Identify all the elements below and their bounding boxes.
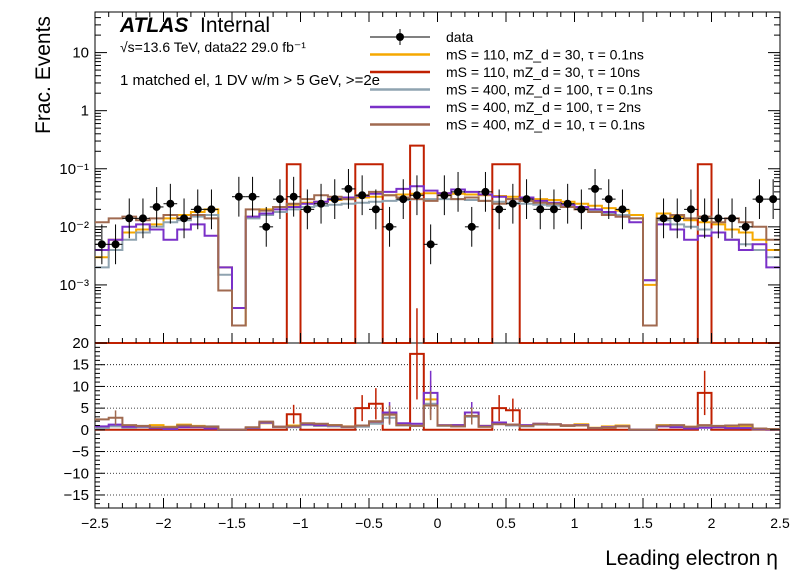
data-point	[426, 240, 435, 249]
y-tick-label-top: 10⁻²	[59, 219, 89, 236]
legend-label: mS = 400, mZ_d = 100, τ = 0.1ns	[446, 82, 653, 98]
data-point	[755, 195, 764, 204]
data-point	[234, 192, 243, 201]
data-point	[111, 240, 120, 249]
data-point	[728, 214, 737, 223]
data-point	[330, 195, 339, 204]
x-tick-label: −1.5	[218, 515, 246, 531]
data-point	[659, 214, 668, 223]
top-series-group	[95, 144, 780, 344]
legend-label: mS = 110, mZ_d = 30, τ = 0.1ns	[446, 47, 644, 63]
data-point	[508, 199, 517, 208]
data-point	[193, 205, 202, 214]
y-tick-label-top: 1	[81, 103, 89, 120]
x-tick-label: 2.5	[770, 515, 790, 531]
data-point	[125, 214, 134, 223]
y-ticks-ratio: 20 15 10 5 0 −5 −10 −15	[64, 335, 780, 509]
data-point	[591, 184, 600, 193]
data-point	[577, 205, 586, 214]
data-point	[289, 192, 298, 201]
x-tick-label: −1	[293, 515, 309, 531]
data-point	[152, 202, 161, 211]
y-tick-label-top: 10⁻³	[59, 277, 89, 294]
x-tick-label: −0.5	[355, 515, 383, 531]
legend-label: data	[446, 29, 473, 45]
data-point	[700, 214, 709, 223]
data-point	[358, 191, 367, 200]
data-point	[714, 214, 723, 223]
ratio-y-tick-label: −5	[72, 444, 89, 461]
data-point	[317, 199, 326, 208]
data-point	[412, 191, 421, 200]
data-point	[563, 199, 572, 208]
data-point	[618, 205, 627, 214]
data-point	[371, 205, 380, 214]
atlas-status-text: Internal	[200, 14, 270, 37]
ratio-series-group	[95, 308, 780, 431]
energy-lumi-text: √s=13.6 TeV, data22 29.0 fb⁻¹	[120, 39, 306, 55]
legend-marker	[396, 33, 404, 41]
data-point	[604, 195, 613, 204]
data-point	[481, 187, 490, 196]
x-axis-label: Leading electron η	[605, 547, 778, 570]
data-point	[180, 214, 189, 223]
ratio-y-tick-label: 0	[81, 422, 89, 439]
ratio-y-tick-label: −15	[64, 487, 89, 504]
data-point	[399, 195, 408, 204]
legend-label: mS = 400, mZ_d = 100, τ = 2ns	[446, 99, 641, 115]
y-ticks-top: 10 1 10⁻¹ 10⁻² 10⁻³	[59, 11, 780, 344]
data-point	[262, 222, 271, 231]
ratio-y-tick-label: −10	[64, 465, 89, 482]
legend-label: mS = 110, mZ_d = 30, τ = 10ns	[446, 64, 640, 80]
data-point	[549, 205, 558, 214]
y-tick-label-top: 10⁻¹	[59, 161, 89, 178]
x-tick-label: 1	[571, 515, 579, 531]
data-point	[207, 205, 216, 214]
data-point	[303, 205, 312, 214]
data-point	[97, 240, 106, 249]
data-point	[673, 214, 682, 223]
top-plot-frame	[94, 11, 781, 344]
data-point	[686, 205, 695, 214]
x-tick-label: 2	[708, 515, 716, 531]
legend-label: mS = 400, mZ_d = 10, τ = 0.1ns	[446, 117, 645, 133]
data-point	[769, 195, 778, 204]
data-point	[467, 222, 476, 231]
x-tick-label: −2.5	[81, 515, 109, 531]
data-point	[741, 222, 750, 231]
ratio-y-tick-label: 5	[81, 400, 89, 417]
data-point	[536, 205, 545, 214]
data-point	[138, 214, 147, 223]
data-point	[385, 222, 394, 231]
ratio-y-tick-label: 20	[72, 335, 89, 352]
data-point	[248, 192, 257, 201]
data-point	[166, 199, 175, 208]
x-tick-label: 0.5	[496, 515, 516, 531]
data-point	[440, 191, 449, 200]
y-tick-label-top: 10	[72, 45, 89, 62]
x-ticks: −2.5 −2 −1.5 −1 −0.5 0 0.5 1 1.5 2 2.5	[81, 12, 790, 531]
data-point	[344, 184, 353, 193]
x-tick-label: 1.5	[633, 515, 653, 531]
ratio-y-tick-label: 15	[72, 357, 89, 374]
x-tick-label: −2	[156, 515, 172, 531]
data-point	[522, 195, 531, 204]
data-point	[495, 205, 504, 214]
data-point	[275, 195, 284, 204]
selection-text: 1 matched el, 1 DV w/m > 5 GeV, >=2e	[120, 72, 380, 89]
x-tick-label: 0	[434, 515, 442, 531]
ratio-line-ms-400-mz-d-10-0-1ns	[95, 404, 780, 431]
atlas-logo-text: ATLAS	[119, 14, 188, 37]
ratio-y-tick-label: 10	[72, 378, 89, 395]
y-axis-label: Frac. Events	[32, 16, 55, 134]
data-point	[454, 187, 463, 196]
